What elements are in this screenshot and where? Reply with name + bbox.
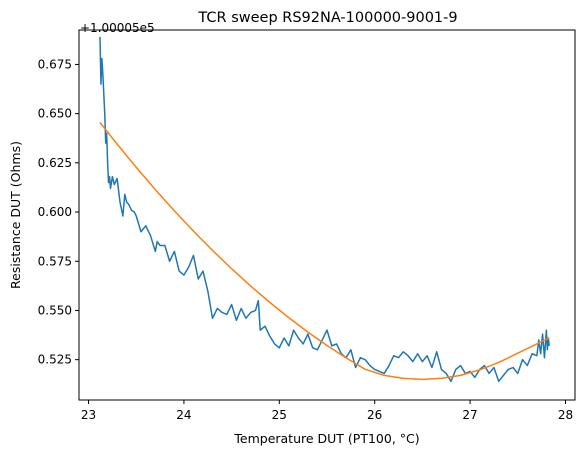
x-tick-label: 27 bbox=[462, 408, 477, 422]
y-offset-label: +1.00005e5 bbox=[80, 21, 155, 35]
plot-frame bbox=[78, 29, 576, 401]
plot-area bbox=[99, 36, 550, 383]
x-tick-label: 25 bbox=[272, 408, 287, 422]
y-tick-label: 0.525 bbox=[38, 353, 72, 367]
x-axis-label: Temperature DUT (PT100, °C) bbox=[233, 431, 419, 446]
x-axis: 23 24 25 26 27 28 bbox=[81, 400, 573, 422]
series-layer bbox=[99, 36, 550, 383]
x-tick-label: 26 bbox=[367, 408, 382, 422]
y-axis: 0.525 0.550 0.575 0.600 0.625 0.650 0.675 bbox=[38, 57, 79, 367]
x-tick-label: 24 bbox=[176, 408, 191, 422]
y-tick-label: 0.575 bbox=[38, 254, 72, 268]
y-tick-label: 0.550 bbox=[38, 303, 72, 317]
y-tick-label: 0.675 bbox=[38, 57, 72, 71]
y-tick-label: 0.650 bbox=[38, 107, 72, 121]
x-tick-label: 28 bbox=[558, 408, 573, 422]
x-tick-label: 23 bbox=[81, 408, 96, 422]
chart-title: TCR sweep RS92NA-100000-9001-9 bbox=[197, 10, 457, 26]
y-tick-label: 0.600 bbox=[38, 205, 72, 219]
fit-curve-line bbox=[99, 122, 550, 381]
y-axis-label: Resistance DUT (Ohms) bbox=[8, 141, 23, 289]
measured-series-line bbox=[99, 36, 550, 383]
y-tick-label: 0.625 bbox=[38, 156, 72, 170]
